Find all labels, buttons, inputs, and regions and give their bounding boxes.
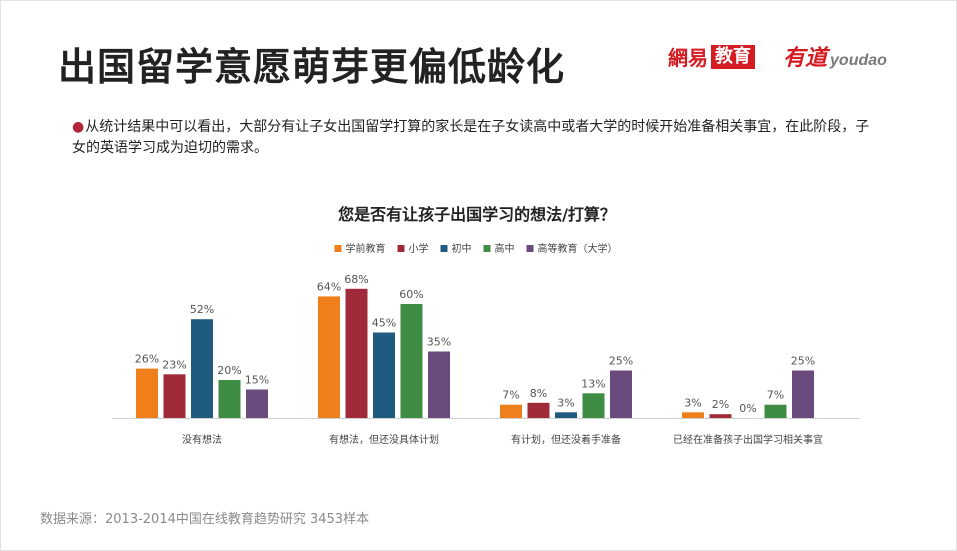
bullet-dot-icon: ● xyxy=(72,119,85,135)
bar xyxy=(709,414,732,418)
legend-label: 学前教育 xyxy=(346,242,386,255)
bar-value-label: 8% xyxy=(530,387,547,400)
legend-swatch xyxy=(397,245,405,252)
bar-value-label: 25% xyxy=(791,355,815,368)
bar xyxy=(764,404,787,418)
description-text: 从统计结果中可以看出，大部分有让子女出国留学打算的家长是在子女读高中或者大学的时… xyxy=(72,119,870,156)
youdao-logo-en: youdao xyxy=(830,52,887,69)
bar-value-label: 64% xyxy=(317,280,341,293)
netease-logo-text: 網易 xyxy=(668,46,708,70)
bar-value-label: 68% xyxy=(344,273,368,286)
bar xyxy=(318,296,340,418)
legend-label: 高中 xyxy=(495,242,515,255)
legend-swatch xyxy=(334,245,342,252)
bar xyxy=(610,370,632,418)
netease-education-logo: 網易 教育 xyxy=(668,42,755,71)
bar-value-label: 2% xyxy=(712,398,729,411)
bar-value-label: 20% xyxy=(217,364,241,377)
bar xyxy=(373,332,395,418)
bar-value-label: 7% xyxy=(502,389,519,402)
bar xyxy=(246,389,268,418)
bar-value-label: 35% xyxy=(427,336,451,349)
bar xyxy=(345,288,368,418)
legend-label: 高等教育（大学） xyxy=(538,242,618,255)
bar xyxy=(136,368,158,418)
bar-value-label: 0% xyxy=(739,402,756,415)
bar-value-label: 13% xyxy=(581,377,605,390)
bar xyxy=(428,351,450,418)
bar xyxy=(555,412,577,418)
description-paragraph: ●从统计结果中可以看出，大部分有让子女出国留学打算的家长是在子女读高中或者大学的… xyxy=(72,117,882,159)
bar xyxy=(500,404,522,418)
youdao-logo-cn: 有道 xyxy=(783,46,828,71)
legend-swatch xyxy=(440,245,448,252)
bar-value-label: 3% xyxy=(684,396,701,409)
bar-value-label: 60% xyxy=(399,288,423,301)
category-label: 已经在准备孩子出国学习相关事宜 xyxy=(673,433,823,446)
bar-value-label: 23% xyxy=(162,358,186,371)
chart-title: 您是否有让孩子出国学习的想法/打算？ xyxy=(338,205,616,224)
legend-label: 初中 xyxy=(452,242,472,255)
bar xyxy=(400,304,423,418)
bar xyxy=(582,393,605,418)
category-label: 没有想法 xyxy=(182,433,222,446)
page-title: 出国留学意愿萌芽更偏低龄化 xyxy=(58,45,566,89)
bar-value-label: 3% xyxy=(557,396,574,409)
bar-value-label: 45% xyxy=(372,317,396,330)
bar xyxy=(682,412,704,418)
bar xyxy=(163,374,186,418)
bar xyxy=(191,319,213,418)
bar xyxy=(218,380,241,418)
youdao-logo: 有道 youdao xyxy=(783,40,887,72)
bar-value-label: 25% xyxy=(609,355,633,368)
bar xyxy=(792,370,814,418)
bar-value-label: 26% xyxy=(135,353,159,366)
data-source-note: 数据来源：2013-2014中国在线教育趋势研究 3453样本 xyxy=(40,512,370,527)
legend-swatch xyxy=(526,245,534,252)
bar-value-label: 52% xyxy=(190,303,214,316)
category-label: 有想法，但还没具体计划 xyxy=(329,433,439,446)
bar xyxy=(527,402,550,418)
legend-label: 小学 xyxy=(409,242,429,255)
education-logo-badge: 教育 xyxy=(711,44,755,69)
bar-value-label: 7% xyxy=(767,389,784,402)
bar-value-label: 15% xyxy=(245,374,269,387)
legend-swatch xyxy=(483,245,491,252)
category-label: 有计划，但还没着手准备 xyxy=(511,433,621,446)
